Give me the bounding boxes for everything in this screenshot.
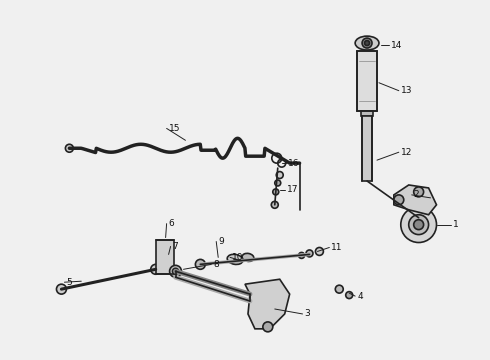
Circle shape (401, 207, 437, 243)
Polygon shape (245, 279, 290, 329)
Circle shape (151, 264, 161, 274)
Bar (362, 117, 372, 181)
Circle shape (394, 195, 404, 205)
Circle shape (170, 265, 181, 277)
Text: 4: 4 (357, 292, 363, 301)
Circle shape (306, 250, 313, 257)
Bar (357, 51, 377, 111)
Circle shape (275, 180, 281, 186)
Text: 11: 11 (331, 243, 343, 252)
Circle shape (409, 215, 429, 235)
Circle shape (346, 292, 353, 298)
Text: 15: 15 (169, 124, 180, 133)
Circle shape (365, 41, 369, 46)
Circle shape (335, 285, 343, 293)
Text: 8: 8 (213, 260, 219, 269)
Circle shape (298, 252, 305, 258)
Text: 13: 13 (401, 86, 412, 95)
Text: 3: 3 (305, 310, 310, 319)
Text: 16: 16 (288, 159, 299, 168)
Text: 14: 14 (391, 41, 402, 50)
Circle shape (65, 144, 74, 152)
Text: 9: 9 (218, 237, 224, 246)
Text: 5: 5 (66, 278, 72, 287)
Bar (156, 239, 173, 274)
Circle shape (414, 187, 424, 197)
Text: 2: 2 (414, 190, 419, 199)
Text: 7: 7 (172, 242, 178, 251)
Text: 10: 10 (232, 253, 244, 262)
Text: 17: 17 (287, 185, 298, 194)
Circle shape (196, 260, 205, 269)
Circle shape (263, 322, 273, 332)
Text: 6: 6 (169, 219, 174, 228)
Circle shape (362, 38, 372, 48)
Ellipse shape (242, 253, 254, 261)
Circle shape (271, 201, 278, 208)
Bar (361, 111, 373, 117)
Circle shape (56, 284, 66, 294)
Text: 12: 12 (401, 148, 412, 157)
Ellipse shape (355, 36, 379, 50)
Polygon shape (394, 185, 437, 215)
Circle shape (273, 189, 279, 195)
Circle shape (414, 220, 424, 230)
Ellipse shape (227, 254, 243, 265)
Text: 1: 1 (453, 220, 459, 229)
Circle shape (316, 247, 323, 255)
Circle shape (276, 172, 283, 179)
Circle shape (172, 268, 178, 274)
